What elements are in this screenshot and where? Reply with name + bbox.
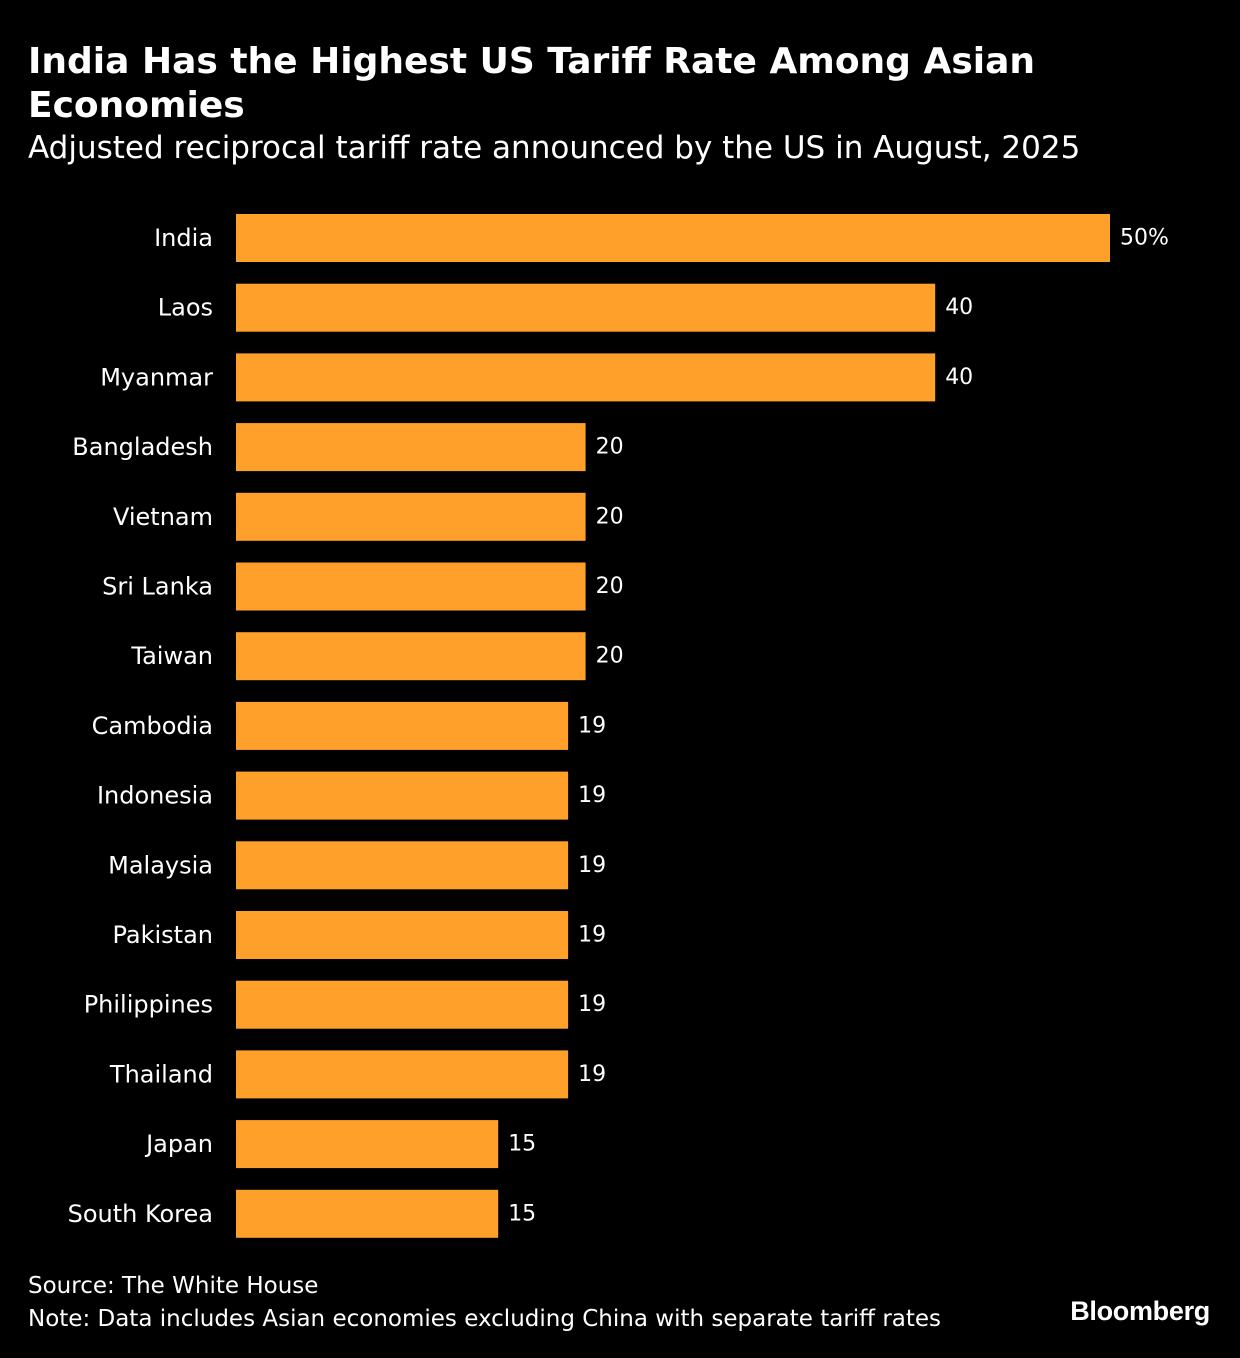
value-label: 20 xyxy=(596,504,624,529)
bar xyxy=(236,1050,569,1099)
bars-group: India 50% Laos 40 Myanmar 40 Bangladesh 20 Vietn… xyxy=(68,214,1169,1238)
category-label: Japan xyxy=(144,1130,213,1158)
value-label: 50% xyxy=(1120,226,1169,251)
category-label: Pakistan xyxy=(113,921,214,949)
category-label: Malaysia xyxy=(108,851,213,879)
bar xyxy=(236,632,586,681)
bar xyxy=(236,1120,499,1169)
category-label: India xyxy=(154,224,213,252)
footnote: Note: Data includes Asian economies excl… xyxy=(28,1306,942,1332)
bar xyxy=(236,423,586,472)
value-label: 15 xyxy=(508,1201,536,1226)
category-label: Bangladesh xyxy=(72,433,213,461)
bar xyxy=(236,701,569,750)
bar-chart: India 50% Laos 40 Myanmar 40 Bangladesh 20 Vietn… xyxy=(68,214,1169,1238)
bar xyxy=(236,562,586,611)
category-label: Laos xyxy=(158,294,213,322)
category-label: South Korea xyxy=(68,1200,213,1228)
chart-title: India Has the Highest US Tariff Rate Amo… xyxy=(28,41,1036,126)
category-label: Vietnam xyxy=(113,503,213,531)
category-label: Taiwan xyxy=(130,642,213,670)
value-label: 20 xyxy=(596,435,624,460)
bar xyxy=(236,492,586,541)
category-label: Sri Lanka xyxy=(102,573,213,601)
bar xyxy=(236,1189,499,1238)
bar xyxy=(236,841,569,890)
value-label: 40 xyxy=(945,365,973,390)
bar xyxy=(236,353,936,402)
value-label: 19 xyxy=(578,1062,606,1087)
category-label: Cambodia xyxy=(92,712,213,740)
value-label: 19 xyxy=(578,923,606,948)
bar xyxy=(236,771,569,820)
bar xyxy=(236,980,569,1029)
value-label: 15 xyxy=(508,1132,536,1157)
bar xyxy=(236,911,569,959)
bar xyxy=(236,283,936,332)
source-note: Source: The White House xyxy=(28,1273,319,1299)
category-label: Indonesia xyxy=(97,782,213,810)
chart-subtitle: Adjusted reciprocal tariff rate announce… xyxy=(28,130,1081,166)
value-label: 20 xyxy=(596,574,624,599)
value-label: 19 xyxy=(578,783,606,808)
bar xyxy=(236,214,1110,262)
value-label: 19 xyxy=(578,992,606,1017)
category-label: Myanmar xyxy=(100,363,213,391)
category-label: Thailand xyxy=(109,1060,213,1088)
value-label: 19 xyxy=(578,853,606,878)
category-label: Philippines xyxy=(84,991,213,1019)
value-label: 19 xyxy=(578,713,606,738)
bloomberg-logo: Bloomberg xyxy=(1070,1296,1210,1326)
value-label: 40 xyxy=(945,295,973,320)
value-label: 20 xyxy=(596,644,624,669)
